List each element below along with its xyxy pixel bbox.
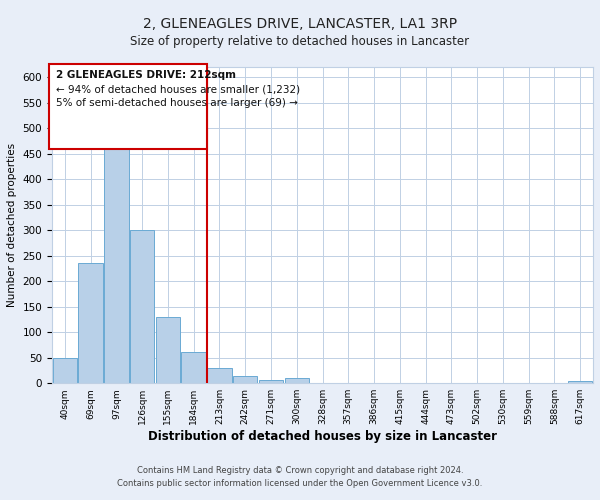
Bar: [155, 318, 180, 384]
Bar: [79, 263, 103, 384]
Bar: [181, 352, 206, 384]
Text: Contains HM Land Registry data © Crown copyright and database right 2024.
Contai: Contains HM Land Registry data © Crown c…: [118, 466, 482, 487]
X-axis label: Distribution of detached houses by size in Lancaster: Distribution of detached houses by size …: [148, 430, 497, 443]
Bar: [207, 368, 232, 384]
Text: 5% of semi-detached houses are larger (69) →: 5% of semi-detached houses are larger (6…: [56, 98, 298, 108]
Text: Size of property relative to detached houses in Lancaster: Size of property relative to detached ho…: [130, 35, 470, 48]
Y-axis label: Number of detached properties: Number of detached properties: [7, 143, 17, 307]
Text: ← 94% of detached houses are smaller (1,232): ← 94% of detached houses are smaller (1,…: [56, 84, 300, 94]
Bar: [284, 378, 309, 384]
Bar: [104, 145, 128, 384]
Bar: [233, 376, 257, 384]
Text: 2, GLENEAGLES DRIVE, LANCASTER, LA1 3RP: 2, GLENEAGLES DRIVE, LANCASTER, LA1 3RP: [143, 18, 457, 32]
Text: 2 GLENEAGLES DRIVE: 212sqm: 2 GLENEAGLES DRIVE: 212sqm: [56, 70, 236, 81]
Bar: [130, 230, 154, 384]
Bar: [259, 380, 283, 384]
Bar: [53, 358, 77, 384]
Bar: [568, 381, 592, 384]
